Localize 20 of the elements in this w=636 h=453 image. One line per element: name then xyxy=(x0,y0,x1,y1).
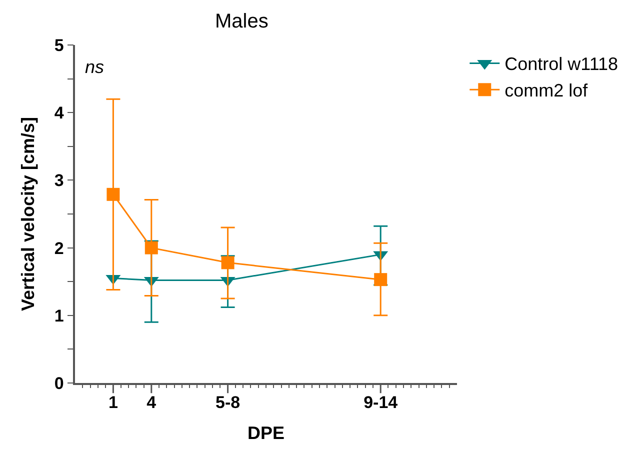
point xyxy=(221,256,234,270)
y-tick-label: 1 xyxy=(54,306,64,326)
y-tick-label: 2 xyxy=(54,238,64,258)
legend-label: Control w1118 xyxy=(504,54,618,74)
annotation: ns xyxy=(85,57,104,77)
y-tick-label: 5 xyxy=(54,36,64,55)
y-tick-label: 4 xyxy=(54,104,64,123)
x-tick-label: 9-14 xyxy=(364,393,398,412)
point xyxy=(374,273,388,286)
point xyxy=(144,241,158,254)
x-tick-label: 1 xyxy=(108,393,118,412)
legend-label: comm2 lof xyxy=(504,80,589,101)
x-tick-label: 5-8 xyxy=(216,393,240,412)
chart-title: Males xyxy=(215,10,268,33)
y-tick-label: 0 xyxy=(54,374,64,393)
y-axis-title: Vertical velocity [cm/s] xyxy=(18,116,38,312)
y-tick-label: 3 xyxy=(54,171,64,190)
x-axis-title: DPE xyxy=(247,422,285,443)
point xyxy=(106,188,120,201)
x-tick-label: 4 xyxy=(146,393,157,412)
